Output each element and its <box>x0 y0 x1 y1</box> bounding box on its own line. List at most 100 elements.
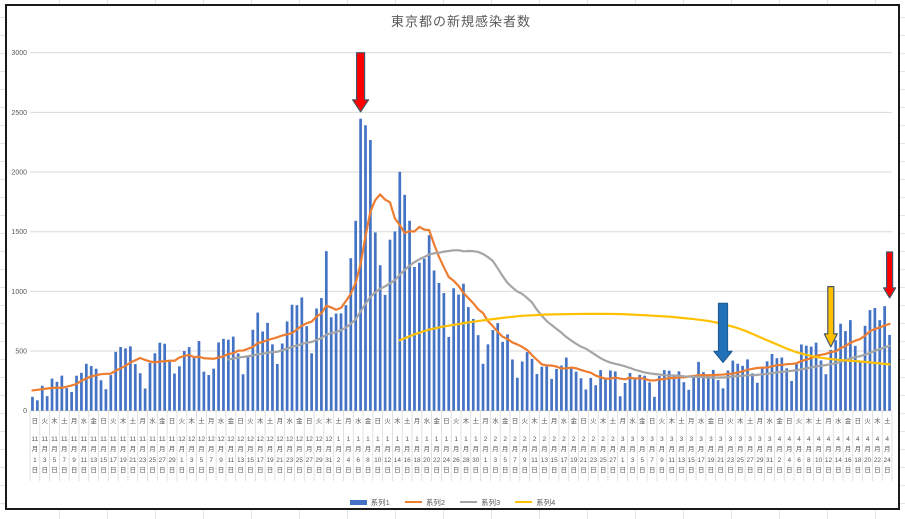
x-axis-label: 月 11 月 9 日 <box>70 418 78 474</box>
x-axis-label: 月 1 月 18 日 <box>413 418 421 474</box>
x-axis-label: 火 12 月 15 日 <box>246 418 255 474</box>
x-axis-label: 月 11 月 23 日 <box>139 418 147 474</box>
x-axis-label: 火 4 月 20 日 <box>864 418 872 474</box>
x-axis-label: 日 12 月 27 日 <box>305 418 313 474</box>
x-axis-labels: 日 11 月 1 日火 11 月 3 日木 11 月 5 日土 11 月 7 日月 11 月 9 日水 11 月 11 日金 11… <box>30 417 892 483</box>
x-axis-label: 金 4 月 16 日 <box>844 418 852 474</box>
legend-label: 系列1 <box>370 497 390 507</box>
x-axis-label: 木 11 月 5 日 <box>51 418 58 474</box>
x-axis-label: 月 3 月 15 日 <box>687 418 695 474</box>
x-axis-label: 火 11 月 17 日 <box>109 418 117 474</box>
x-axis-label: 火 12 月 1 日 <box>178 418 186 474</box>
x-axis-label: 水 2 月 17 日 <box>560 418 568 474</box>
legend-label: 系列4 <box>536 497 556 507</box>
x-axis-label: 火 1 月 12 日 <box>383 418 392 474</box>
x-axis-label: 水 3 月 17 日 <box>697 418 705 474</box>
x-axis-label: 金 12 月 25 日 <box>295 418 304 474</box>
x-axis-label: 火 11 月 3 日 <box>41 418 49 474</box>
x-axis-label: 火 1 月 26 日 <box>452 418 460 474</box>
legend-item-系列3[interactable]: 系列3 <box>460 497 500 508</box>
x-axis-label: 水 4 月 14 日 <box>834 418 842 474</box>
x-axis-label: 金 12 月 11 日 <box>227 418 235 474</box>
x-axis-label: 土 1 月 16 日 <box>403 418 411 474</box>
x-axis-label: 木 12 月 31 日 <box>325 418 333 474</box>
legend: 系列1 系列2 系列3 系列4 <box>0 495 905 509</box>
x-axis-label: 金 3 月 19 日 <box>707 418 715 474</box>
x-axis-label: 月 12 月 21 日 <box>276 418 284 474</box>
x-axis-label: 日 1 月 24 日 <box>442 418 450 474</box>
x-axis-label: 日 3 月 21 日 <box>717 418 725 474</box>
x-axis-label: 日 4 月 18 日 <box>854 418 862 474</box>
x-axis-label: 木 1 月 28 日 <box>462 418 470 474</box>
x-axis-label: 土 2 月 13 日 <box>540 418 548 474</box>
x-axis-label: 日 2 月 21 日 <box>579 418 588 474</box>
x-axis-label: 木 11 月 19 日 <box>119 418 127 474</box>
x-axis-label: 木 12 月 17 日 <box>256 418 264 474</box>
x-axis-label: 土 12 月 5 日 <box>197 418 206 474</box>
x-axis-label: 水 3 月 31 日 <box>766 418 774 474</box>
legend-item-系列4[interactable]: 系列4 <box>515 497 555 508</box>
x-axis-label: 火 3 月 23 日 <box>726 418 735 474</box>
x-axis-label: 水 11 月 25 日 <box>148 418 157 474</box>
x-axis-label: 月 3 月 29 日 <box>756 418 764 474</box>
legend-item-系列1[interactable]: 系列1 <box>349 497 390 508</box>
x-axis-label: 月 2 月 15 日 <box>550 418 558 474</box>
legend-bar-swatch <box>349 499 367 505</box>
x-axis-label: 木 4 月 22 日 <box>873 418 882 474</box>
x-axis-label: 木 3 月 25 日 <box>736 418 744 474</box>
x-axis-label: 水 12 月 9 日 <box>217 418 225 474</box>
x-axis-label: 土 4 月 24 日 <box>883 418 891 474</box>
x-axis-label: 月 12 月 7 日 <box>207 418 215 474</box>
x-axis-label: 木 12 月 3 日 <box>188 418 196 474</box>
x-axis-label: 木 1 月 14 日 <box>393 418 401 474</box>
x-axis-label: 火 2 月 23 日 <box>589 418 597 474</box>
x-axis-label: 水 1 月 20 日 <box>423 418 431 474</box>
legend-line-swatch <box>515 500 533 504</box>
legend-line-swatch <box>404 500 422 504</box>
x-axis-label: 木 3 月 11 日 <box>668 418 676 474</box>
x-axis-label: 金 11 月 27 日 <box>158 418 166 474</box>
legend-label: 系列2 <box>425 497 445 507</box>
x-axis-label: 金 1 月 22 日 <box>432 418 441 474</box>
x-axis-label: 日 11 月 1 日 <box>31 418 39 474</box>
chart-title: 東京都の新規感染者数 <box>390 14 531 29</box>
legend-item-系列2[interactable]: 系列2 <box>404 497 445 508</box>
x-axis-label: 日 11 月 15 日 <box>99 418 108 474</box>
x-axis-label: 土 2 月 27 日 <box>609 418 617 474</box>
legend-label: 系列3 <box>481 497 501 507</box>
x-axis-label: 土 4 月 10 日 <box>815 418 823 474</box>
x-axis-label: 土 1 月 30 日 <box>472 418 480 474</box>
x-axis-label: 月 4 月 12 日 <box>824 418 833 474</box>
x-axis-label: 土 12 月 19 日 <box>266 418 274 474</box>
x-axis-label: 日 1 月 10 日 <box>374 418 382 474</box>
x-axis-label: 木 2 月 11 日 <box>531 418 538 474</box>
x-axis-label: 土 3 月 27 日 <box>746 418 754 474</box>
x-axis-label: 水 11 月 11 日 <box>80 418 88 474</box>
x-axis-label: 水 12 月 23 日 <box>286 418 294 474</box>
x-axis-label: 火 12 月 29 日 <box>315 418 323 474</box>
x-axis-label: 土 3 月 13 日 <box>677 418 686 474</box>
x-axis-label: 木 2 月 25 日 <box>599 418 607 474</box>
x-axis-label: 日 12 月 13 日 <box>237 418 245 474</box>
x-axis-label: 土 11 月 7 日 <box>60 418 68 474</box>
x-axis-label: 金 11 月 13 日 <box>90 418 98 474</box>
x-axis-label: 日 11 月 29 日 <box>168 418 176 474</box>
